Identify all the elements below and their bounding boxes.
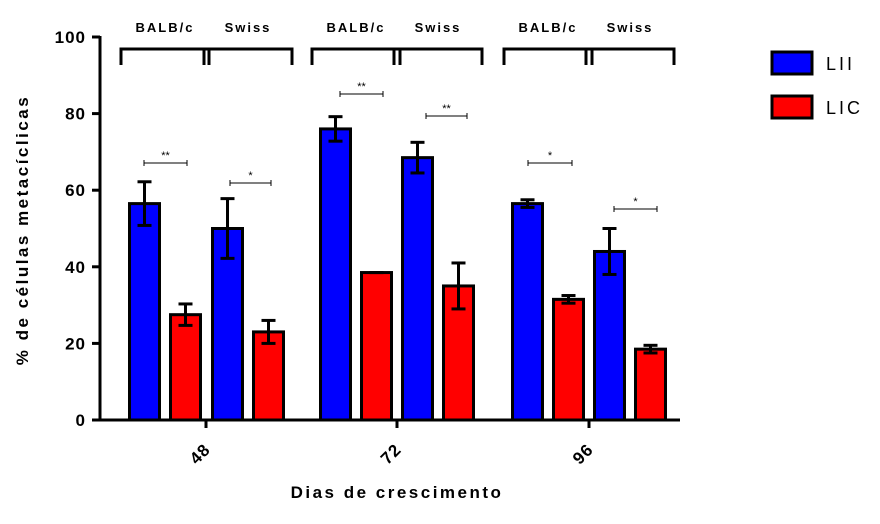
bar (360, 271, 393, 422)
group-bracket (119, 47, 211, 65)
group-label: BALB/c (136, 20, 195, 35)
y-tick-label: 80 (65, 105, 86, 124)
bar (634, 347, 667, 422)
significance-label: * (248, 170, 253, 182)
group-label: BALB/c (519, 20, 578, 35)
y-tick-label: 40 (65, 258, 86, 277)
bar (593, 249, 626, 422)
group-bracket (502, 47, 594, 65)
x-tick-label: 48 (186, 440, 214, 468)
group-label: Swiss (607, 20, 654, 35)
bar (252, 330, 285, 422)
group-bracket (310, 47, 402, 65)
legend-swatch (770, 94, 814, 120)
bar (552, 297, 585, 422)
group-bracket (584, 47, 676, 65)
y-tick-label: 60 (65, 181, 86, 200)
significance-label: * (548, 150, 553, 162)
group-bracket (202, 47, 294, 65)
legend-label: LIC (826, 98, 863, 118)
x-axis-label: Dias de crescimento (291, 483, 504, 502)
bar (511, 202, 544, 422)
group-label: BALB/c (327, 20, 386, 35)
bar (211, 227, 244, 422)
legend-swatch (770, 50, 814, 76)
y-tick-label: 0 (76, 411, 86, 430)
bar (319, 127, 352, 422)
bar (128, 202, 161, 422)
y-tick-label: 20 (65, 334, 86, 353)
bar (169, 313, 202, 422)
legend-label: LII (826, 54, 855, 74)
group-label: Swiss (415, 20, 462, 35)
x-tick-label: 72 (377, 440, 405, 468)
significance-label: ** (161, 150, 170, 162)
group-label: Swiss (225, 20, 272, 35)
significance-label: ** (357, 81, 366, 93)
y-tick-label: 100 (55, 28, 86, 47)
bar (401, 156, 434, 422)
significance-label: ** (442, 103, 451, 115)
significance-label: * (633, 196, 638, 208)
y-axis-label: % de células metacíclicas (13, 95, 32, 365)
group-bracket (392, 47, 484, 65)
x-tick-label: 96 (569, 440, 597, 468)
